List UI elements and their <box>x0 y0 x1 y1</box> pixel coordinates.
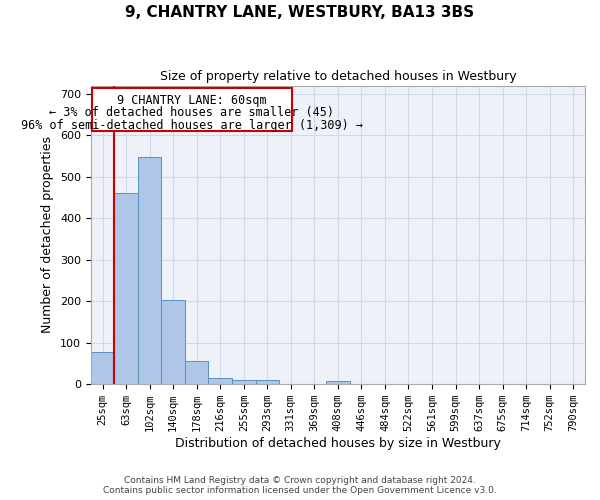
Bar <box>161 300 185 384</box>
Bar <box>256 380 279 384</box>
Bar <box>138 158 161 384</box>
Bar <box>115 192 138 384</box>
Bar <box>185 360 208 384</box>
Text: 96% of semi-detached houses are larger (1,309) →: 96% of semi-detached houses are larger (… <box>21 118 363 132</box>
Text: 9, CHANTRY LANE, WESTBURY, BA13 3BS: 9, CHANTRY LANE, WESTBURY, BA13 3BS <box>125 5 475 20</box>
Title: Size of property relative to detached houses in Westbury: Size of property relative to detached ho… <box>160 70 516 83</box>
Y-axis label: Number of detached properties: Number of detached properties <box>41 136 55 334</box>
Bar <box>326 381 350 384</box>
Bar <box>92 88 292 131</box>
Text: ← 3% of detached houses are smaller (45): ← 3% of detached houses are smaller (45) <box>49 106 334 120</box>
Bar <box>232 380 256 384</box>
Bar <box>91 352 115 384</box>
Bar <box>208 378 232 384</box>
X-axis label: Distribution of detached houses by size in Westbury: Distribution of detached houses by size … <box>175 437 501 450</box>
Text: 9 CHANTRY LANE: 60sqm: 9 CHANTRY LANE: 60sqm <box>117 94 267 107</box>
Text: Contains HM Land Registry data © Crown copyright and database right 2024.
Contai: Contains HM Land Registry data © Crown c… <box>103 476 497 495</box>
